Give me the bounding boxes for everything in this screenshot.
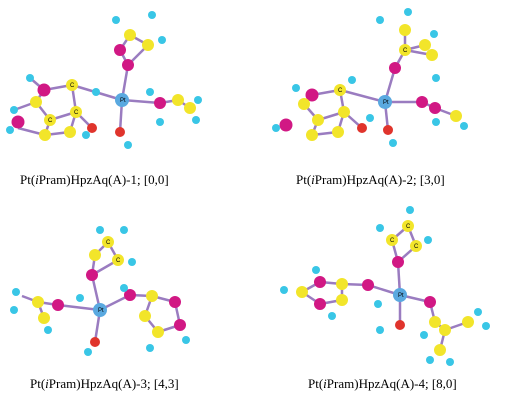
caption-3: Pt(iPram)HpzAq(A)-3; [4,3] <box>30 376 179 392</box>
carbon-label: C <box>338 88 343 94</box>
molecule-structure-4: Pt C C C <box>280 206 490 366</box>
carbon-label: C <box>406 224 411 230</box>
caption-2-prefix: Pt( <box>296 172 312 187</box>
carbon-label: C <box>414 244 419 250</box>
molecule-panel-2: Pt C C <box>260 0 517 200</box>
caption-1-rest: Pram)HpzAq(A)-1; [0,0] <box>38 172 169 187</box>
pt-label: Pt <box>98 308 104 314</box>
molecule-structure-3: Pt C C <box>10 226 190 356</box>
carbon-label: C <box>74 110 79 116</box>
caption-3-italic: i <box>45 376 49 391</box>
pt-label: Pt <box>398 293 404 299</box>
caption-3-prefix: Pt( <box>30 376 46 391</box>
caption-1: Pt(iPram)HpzAq(A)-1; [0,0] <box>20 172 169 188</box>
caption-4: Pt(iPram)HpzAq(A)-4; [8,0] <box>308 376 457 392</box>
caption-4-rest: Pram)HpzAq(A)-4; [8,0] <box>326 376 457 391</box>
carbon-label: C <box>70 83 75 89</box>
caption-1-italic: i <box>35 172 39 187</box>
caption-1-prefix: Pt( <box>20 172 36 187</box>
carbon-label: C <box>403 48 408 54</box>
caption-4-prefix: Pt( <box>308 376 324 391</box>
molecule-panel-3: Pt C C <box>0 200 260 402</box>
molecule-structure-2: Pt C C <box>272 8 468 147</box>
carbon-label: C <box>48 118 53 124</box>
caption-2: Pt(iPram)HpzAq(A)-2; [3,0] <box>296 172 445 188</box>
caption-4-italic: i <box>323 376 327 391</box>
pt-label: Pt <box>120 98 126 104</box>
molecule-panel-1: Pt C C C <box>0 0 260 200</box>
molecule-panel-4: Pt C C C <box>260 200 517 402</box>
caption-2-rest: Pram)HpzAq(A)-2; [3,0] <box>314 172 445 187</box>
molecule-structure-1: Pt C C C <box>6 11 202 149</box>
carbon-label: C <box>390 238 395 244</box>
carbon-label: C <box>106 240 111 246</box>
carbon-label: C <box>116 258 121 264</box>
pt-label: Pt <box>383 100 389 106</box>
caption-2-italic: i <box>311 172 315 187</box>
caption-3-rest: Pram)HpzAq(A)-3; [4,3] <box>48 376 179 391</box>
